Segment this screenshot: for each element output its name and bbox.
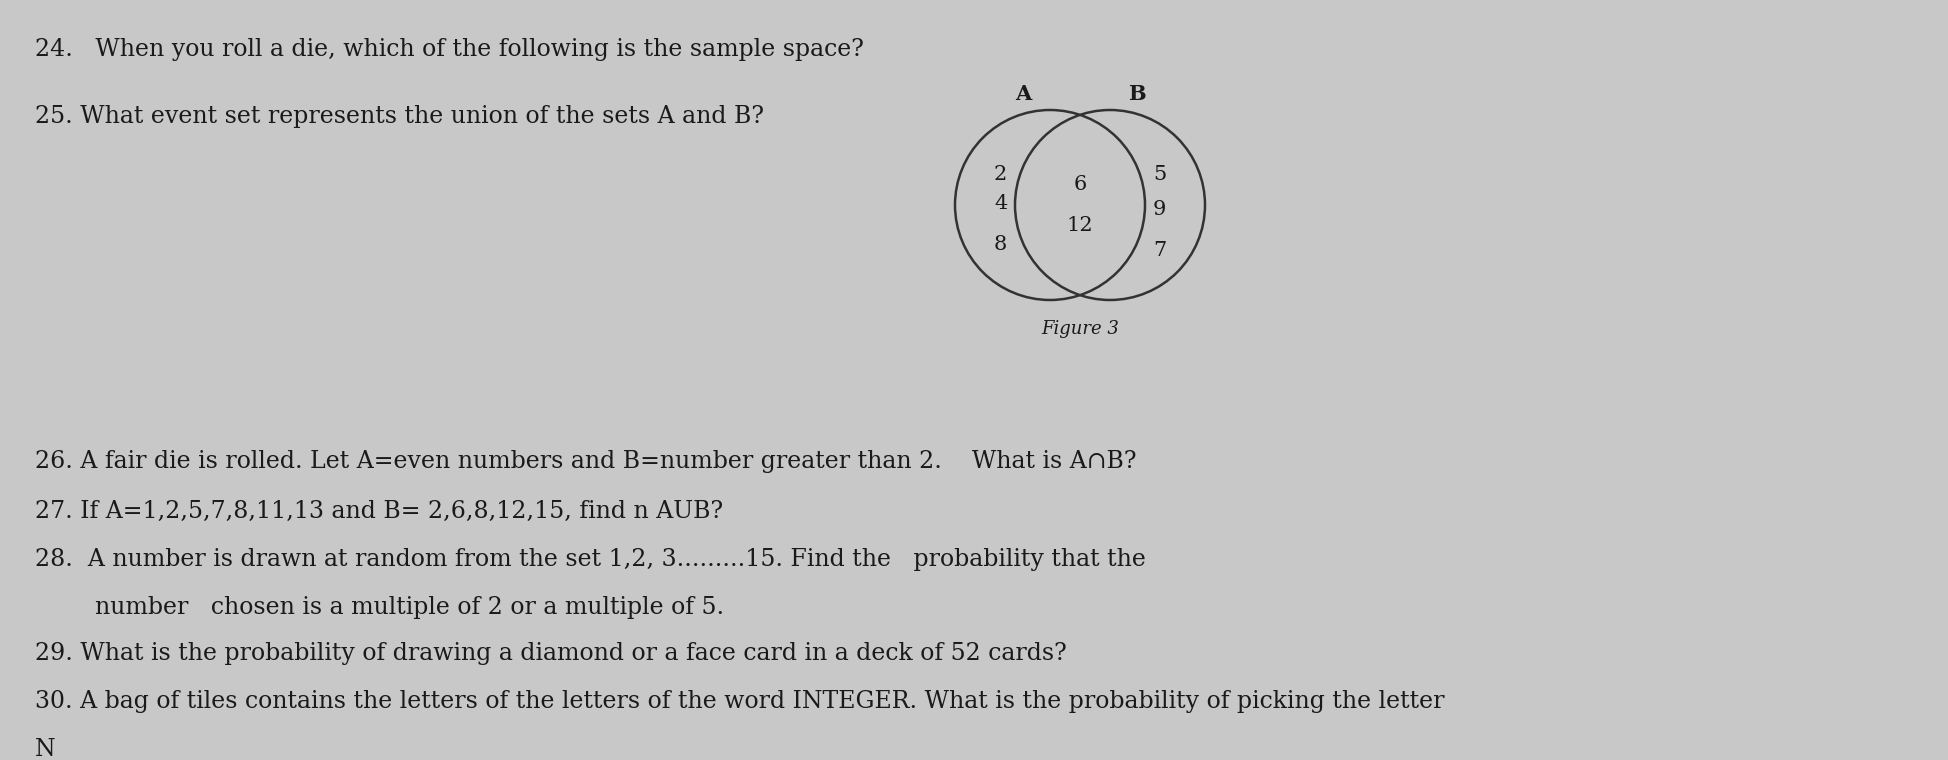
Text: 6: 6 xyxy=(1073,175,1087,194)
Text: 2: 2 xyxy=(993,165,1007,184)
Text: 26. A fair die is rolled. Let A=even numbers and B=number greater than 2.    Wha: 26. A fair die is rolled. Let A=even num… xyxy=(35,450,1136,473)
Text: 25. What event set represents the union of the sets A and B?: 25. What event set represents the union … xyxy=(35,105,764,128)
Text: 8: 8 xyxy=(993,236,1007,255)
Text: number   chosen is a multiple of 2 or a multiple of 5.: number chosen is a multiple of 2 or a mu… xyxy=(35,596,725,619)
Text: B: B xyxy=(1128,84,1145,104)
Text: A: A xyxy=(1015,84,1030,104)
Text: N: N xyxy=(35,738,56,760)
Text: 30. A bag of tiles contains the letters of the letters of the word INTEGER. What: 30. A bag of tiles contains the letters … xyxy=(35,690,1443,713)
Text: 12: 12 xyxy=(1066,217,1093,236)
Text: 5: 5 xyxy=(1151,165,1165,184)
Text: 4: 4 xyxy=(993,194,1007,213)
Text: 29. What is the probability of drawing a diamond or a face card in a deck of 52 : 29. What is the probability of drawing a… xyxy=(35,642,1066,665)
Text: 9: 9 xyxy=(1151,200,1165,219)
Text: 7: 7 xyxy=(1151,241,1165,260)
Text: 24.   When you roll a die, which of the following is the sample space?: 24. When you roll a die, which of the fo… xyxy=(35,38,863,61)
Text: Figure 3: Figure 3 xyxy=(1040,320,1118,338)
Text: 27. If A=1,2,5,7,8,11,13 and B= 2,6,8,12,15, find n AUB?: 27. If A=1,2,5,7,8,11,13 and B= 2,6,8,12… xyxy=(35,500,723,523)
Text: 28.  A number is drawn at random from the set 1,2, 3.........15. Find the   prob: 28. A number is drawn at random from the… xyxy=(35,548,1145,571)
